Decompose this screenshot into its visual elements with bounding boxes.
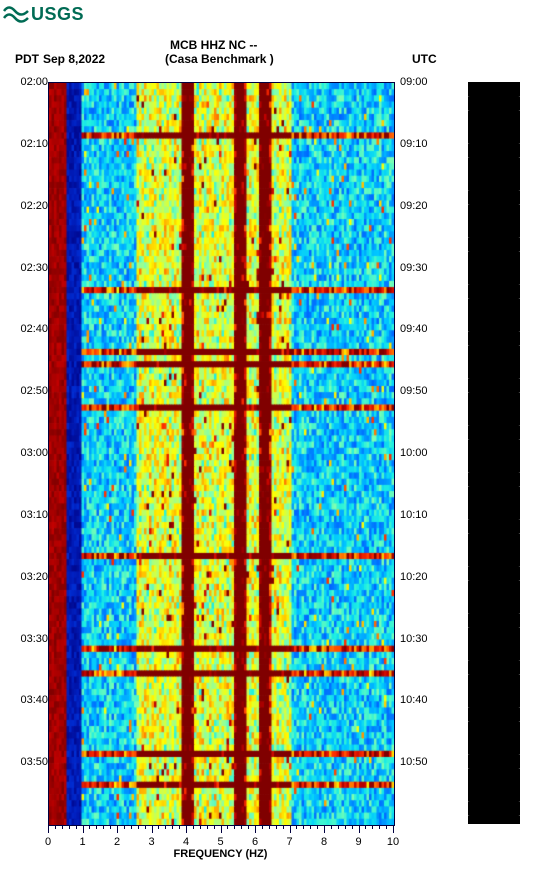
x-tick-label: 9: [355, 836, 361, 848]
y-tick-label-left: 03:50: [10, 756, 48, 768]
y-tick-label-left: 03:20: [10, 571, 48, 583]
y-tick-label-right: 09:00: [400, 76, 440, 88]
y-tick-label-left: 03:10: [10, 509, 48, 521]
y-tick-label-right: 09:30: [400, 262, 440, 274]
y-tick-label-left: 03:40: [10, 694, 48, 706]
x-tick-label: 7: [286, 836, 292, 848]
y-tick-label-right: 10:10: [400, 509, 440, 521]
x-tick-label: 0: [45, 836, 51, 848]
x-tick-label: 4: [183, 836, 189, 848]
x-tick-label: 2: [114, 836, 120, 848]
usgs-logo: USGS: [3, 3, 84, 25]
left-timezone: PDT: [15, 52, 39, 66]
y-axis-left-pdt: 02:0002:1002:2002:3002:4002:5003:0003:10…: [10, 82, 48, 824]
x-tick-label: 6: [252, 836, 258, 848]
y-tick-label-right: 10:00: [400, 447, 440, 459]
y-tick-label-left: 03:30: [10, 633, 48, 645]
y-tick-label-right: 10:30: [400, 633, 440, 645]
x-tick-label: 10: [387, 836, 399, 848]
y-tick-label-left: 03:00: [10, 447, 48, 459]
y-tick-label-left: 02:20: [10, 200, 48, 212]
station-name: (Casa Benchmark ): [165, 52, 274, 66]
amplitude-sidebar: [468, 82, 520, 824]
station-code: MCB HHZ NC --: [170, 38, 257, 52]
y-tick-label-left: 02:50: [10, 385, 48, 397]
y-tick-label-right: 10:20: [400, 571, 440, 583]
y-tick-label-right: 09:20: [400, 200, 440, 212]
x-tick-label: 5: [217, 836, 223, 848]
y-tick-label-left: 02:10: [10, 138, 48, 150]
date-label: Sep 8,2022: [43, 52, 105, 66]
x-tick-label: 8: [321, 836, 327, 848]
x-tick-label: 1: [79, 836, 85, 848]
y-tick-label-left: 02:00: [10, 76, 48, 88]
spectrogram-plot: [48, 82, 395, 826]
y-tick-label-left: 02:30: [10, 262, 48, 274]
y-axis-right-utc: 09:0009:1009:2009:3009:4009:5010:0010:10…: [400, 82, 440, 824]
right-timezone: UTC: [412, 52, 437, 66]
y-tick-label-right: 09:50: [400, 385, 440, 397]
y-tick-label-right: 09:40: [400, 323, 440, 335]
usgs-wave-icon: [3, 3, 29, 25]
x-axis-frequency: FREQUENCY (HZ) 012345678910: [48, 826, 393, 866]
x-tick-label: 3: [148, 836, 154, 848]
y-tick-label-right: 10:40: [400, 694, 440, 706]
usgs-logo-text: USGS: [31, 4, 84, 25]
y-tick-label-right: 09:10: [400, 138, 440, 150]
x-axis-title: FREQUENCY (HZ): [48, 848, 393, 860]
y-tick-label-left: 02:40: [10, 323, 48, 335]
y-tick-label-right: 10:50: [400, 756, 440, 768]
spectrogram-canvas: [49, 83, 394, 825]
